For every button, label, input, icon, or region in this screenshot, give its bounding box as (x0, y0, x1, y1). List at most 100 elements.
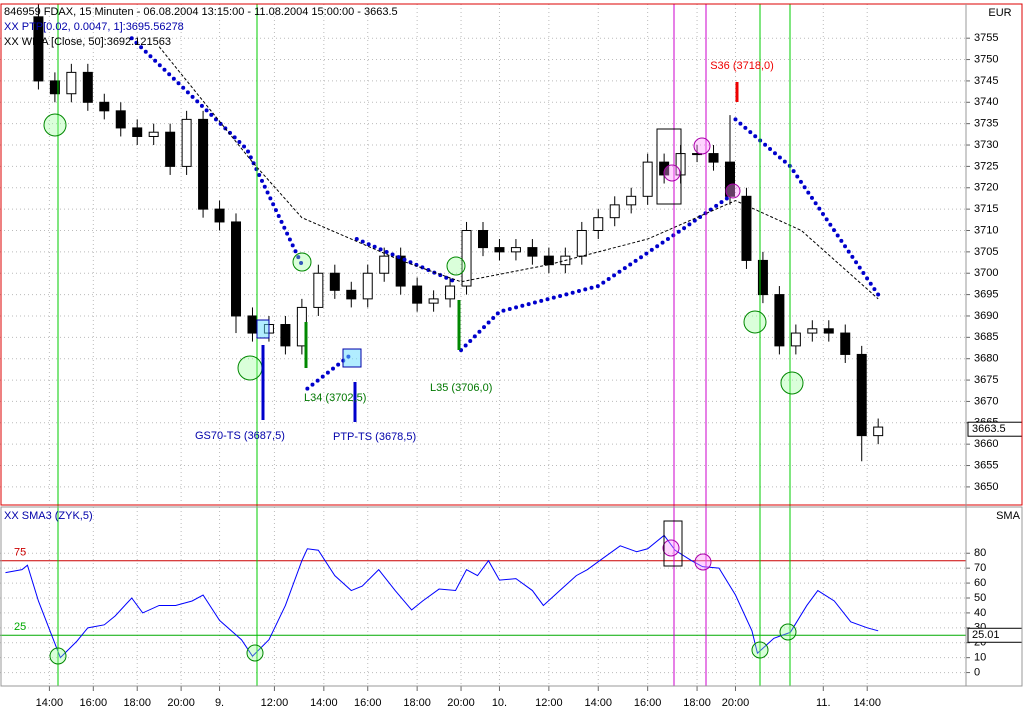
candle-body (362, 272, 373, 300)
x-tick-label: 14:00 (36, 697, 64, 709)
candle-body (724, 161, 735, 197)
legend-entry: XX SMA3 (ZYK,5) (4, 510, 93, 522)
series-line (5, 534, 879, 659)
y-tick-label: 3720 (974, 182, 998, 194)
level-label: 75 (14, 547, 26, 559)
y-tick-label: 3735 (974, 118, 998, 130)
y-tick-label: 0 (974, 666, 980, 678)
y-tick-label: 40 (974, 607, 986, 619)
candle-body (823, 328, 834, 334)
x-tick-label: 20:00 (167, 697, 195, 709)
y-tick-label: 3695 (974, 289, 998, 301)
y-tick-label: 3740 (974, 96, 998, 108)
candle-body (198, 118, 209, 210)
candle-body (609, 204, 620, 219)
annotation: PTP-TS (3678,5) (333, 431, 416, 443)
y-tick-label: 3730 (974, 139, 998, 151)
signal-box (256, 319, 270, 339)
x-tick-label: 12:00 (535, 697, 563, 709)
signal-circle (780, 371, 804, 395)
candle-body (527, 247, 538, 257)
candle-body (280, 324, 291, 347)
y-tick-label: 3710 (974, 224, 998, 236)
y-tick-label: 3685 (974, 331, 998, 343)
y-tick-label: 3650 (974, 481, 998, 493)
series-line (459, 194, 732, 353)
x-tick-label: 18:00 (683, 697, 711, 709)
y-tick-label: 3655 (974, 459, 998, 471)
candle-body (115, 110, 126, 129)
candle-body (428, 298, 439, 304)
candle-body (708, 153, 719, 163)
candle-body (99, 101, 110, 112)
signal-circle (43, 113, 67, 137)
y-tick-label: 50 (974, 592, 986, 604)
annotation: S36 (3718,0) (710, 60, 774, 72)
signal-circle (662, 539, 680, 557)
annotation: GS70-TS (3687,5) (195, 430, 285, 442)
oscillator-panel-frame (0, 506, 1023, 687)
x-tick-label: 16:00 (80, 697, 108, 709)
y-tick-label: 3755 (974, 32, 998, 44)
x-tick-label: 16:00 (634, 697, 662, 709)
signal-circle (693, 137, 711, 155)
last-value-label: 25.01 (972, 629, 1000, 641)
candle-body (49, 80, 60, 95)
x-tick-label: 16:00 (354, 697, 382, 709)
signal-circle (49, 647, 67, 665)
candle-body (214, 208, 225, 223)
x-tick-label: 10. (492, 697, 507, 709)
series-line (733, 117, 881, 297)
x-tick-label: 14:00 (853, 697, 881, 709)
price-panel-frame (0, 3, 1023, 506)
last-price-label: 3663.5 (972, 423, 1006, 435)
signal-circle (663, 164, 681, 182)
candle-body (329, 272, 340, 291)
x-tick-label: 11. (816, 697, 830, 709)
y-axis-label: EUR (988, 7, 1011, 19)
y-tick-label: 3660 (974, 438, 998, 450)
x-tick-label: 14:00 (584, 697, 612, 709)
candle-body (66, 71, 77, 95)
signal-circle (694, 553, 712, 571)
y-tick-label: 3680 (974, 353, 998, 365)
candle-body (510, 247, 521, 253)
signal-box (656, 128, 682, 205)
highlights (43, 4, 804, 686)
candle-body (741, 195, 752, 261)
y-tick-label: 3705 (974, 246, 998, 258)
signal-circle (292, 252, 312, 272)
signal-circle (246, 644, 264, 662)
level-label: 25 (14, 621, 26, 633)
candle-body (346, 289, 357, 300)
candle-body (642, 161, 653, 197)
candle-body (395, 255, 406, 287)
signal-circle (779, 623, 797, 641)
x-tick-label: 12:00 (261, 697, 289, 709)
y-tick-label: 60 (974, 577, 986, 589)
grid-layer (0, 4, 966, 686)
candle-body (313, 272, 324, 308)
candle-body (856, 353, 867, 437)
series-line (129, 36, 304, 267)
y-tick-label: 70 (974, 562, 986, 574)
legend-entry: XX PTP[0.02, 0.0047, 1]:3695.56278 (4, 21, 184, 33)
candle-body (593, 217, 604, 231)
candle-body (543, 255, 554, 266)
candle-body (231, 221, 242, 317)
x-tick-label: 9. (215, 697, 224, 709)
candle-body (774, 294, 785, 347)
y-tick-label: 80 (974, 547, 986, 559)
candle-body (412, 285, 423, 304)
candle-body (379, 255, 390, 274)
signal-circle (751, 641, 769, 659)
signal-circle (725, 183, 741, 199)
legend-entry: XX WMA [Close, 50]:3692.121563 (4, 36, 171, 48)
y-tick-label: 3675 (974, 374, 998, 386)
candle-body (82, 71, 93, 103)
candle-body (626, 195, 637, 206)
annotation: L35 (3706,0) (430, 382, 492, 394)
candle-body (807, 328, 818, 334)
y-tick-label: 3715 (974, 203, 998, 215)
